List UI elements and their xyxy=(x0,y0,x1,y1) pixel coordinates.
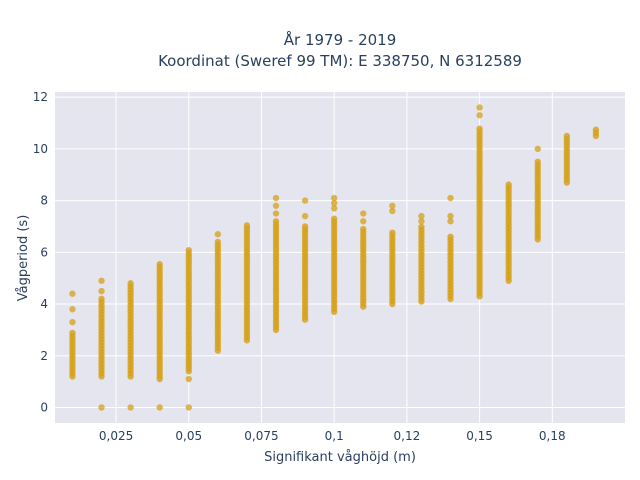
data-point xyxy=(185,247,192,254)
data-point xyxy=(447,194,454,202)
data-point xyxy=(418,223,425,231)
y-tick-label: 8 xyxy=(40,194,48,208)
data-point xyxy=(272,210,280,217)
data-point xyxy=(301,197,309,204)
data-point xyxy=(330,194,338,202)
y-tick-label: 6 xyxy=(40,245,48,259)
data-point xyxy=(563,132,571,140)
data-point xyxy=(360,225,367,233)
y-tick-label: 4 xyxy=(40,297,48,311)
y-tick-label: 10 xyxy=(33,142,48,156)
x-tick-label: 0,05 xyxy=(175,429,202,443)
data-point xyxy=(272,194,280,202)
data-point xyxy=(127,404,134,411)
data-point xyxy=(534,158,541,166)
data-point xyxy=(214,238,222,246)
data-point xyxy=(360,218,367,225)
y-tick-label: 12 xyxy=(33,90,48,104)
data-points xyxy=(69,104,600,411)
y-tick-labels: 0 2 4 6 8 10 12 xyxy=(33,90,48,414)
data-point xyxy=(69,290,76,297)
x-tick-label: 0,12 xyxy=(394,429,421,443)
data-point xyxy=(185,404,192,411)
data-point xyxy=(243,222,251,229)
data-point xyxy=(98,277,105,284)
y-axis-title: Vågperiod (s) xyxy=(16,215,31,302)
chart-title-line2: Koordinat (Sweref 99 TM): E 338750, N 63… xyxy=(158,52,522,70)
data-point xyxy=(505,181,512,188)
grid-lines xyxy=(55,92,625,423)
data-point xyxy=(447,212,454,220)
x-tick-label: 0,075 xyxy=(244,429,278,443)
x-axis-title: Signifikant våghöjd (m) xyxy=(264,450,416,465)
data-point xyxy=(389,202,396,209)
chart-title-line1: År 1979 - 2019 xyxy=(284,30,397,49)
x-tick-label: 0,1 xyxy=(325,429,344,443)
data-point xyxy=(69,306,76,313)
data-point xyxy=(447,233,454,241)
x-tick-labels: 0,025 0,05 0,075 0,1 0,12 0,15 0,18 xyxy=(99,429,566,443)
data-point xyxy=(301,223,309,230)
data-point xyxy=(272,202,280,209)
x-tick-label: 0,025 xyxy=(99,429,133,443)
data-point xyxy=(214,231,222,238)
plot-area xyxy=(55,92,625,423)
data-point xyxy=(389,229,396,236)
data-point xyxy=(476,125,483,132)
data-point xyxy=(98,404,105,411)
x-tick-label: 0,15 xyxy=(466,429,493,443)
data-point xyxy=(330,215,338,222)
data-point xyxy=(127,280,134,287)
data-point xyxy=(301,212,309,220)
data-point xyxy=(330,199,338,207)
data-point xyxy=(330,205,338,212)
data-point xyxy=(476,104,483,111)
data-point xyxy=(389,207,396,215)
data-point xyxy=(156,404,163,411)
data-point xyxy=(272,218,280,225)
data-point xyxy=(418,218,425,225)
data-point xyxy=(418,212,425,220)
data-point xyxy=(534,145,541,153)
data-point xyxy=(98,295,105,303)
data-point xyxy=(156,261,163,268)
x-tick-label: 0,18 xyxy=(539,429,566,443)
data-point xyxy=(98,287,105,295)
y-tick-label: 2 xyxy=(40,349,48,363)
data-point xyxy=(476,112,483,119)
data-point xyxy=(360,210,367,217)
y-tick-label: 0 xyxy=(40,400,48,414)
data-point xyxy=(69,318,76,326)
data-point xyxy=(447,218,454,225)
data-point xyxy=(592,126,600,133)
data-point xyxy=(69,329,76,337)
data-point xyxy=(185,375,192,383)
